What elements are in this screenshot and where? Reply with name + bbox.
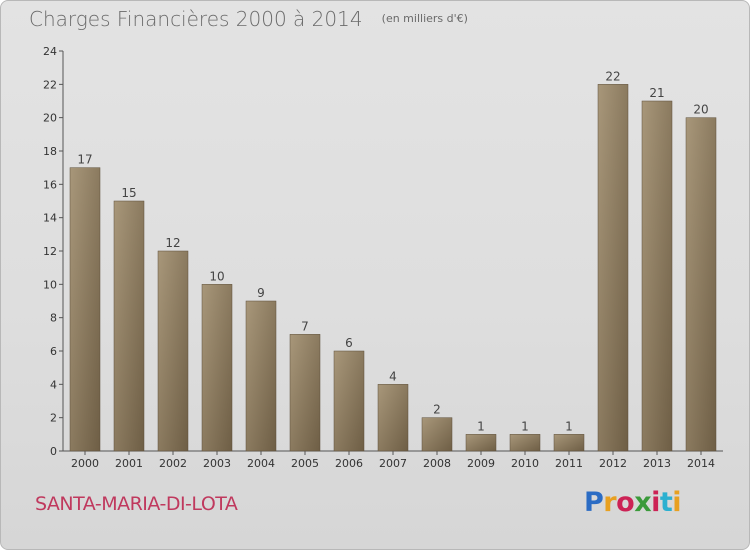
bar	[201, 284, 233, 452]
data-label: 6	[345, 336, 353, 350]
logo-letter: i	[672, 487, 682, 518]
x-tick-label: 2005	[291, 457, 319, 470]
logo-letter: t	[659, 487, 673, 518]
x-tick-label: 2001	[115, 457, 143, 470]
bar	[333, 350, 365, 452]
bar	[465, 434, 497, 452]
logo-letter: o	[616, 487, 635, 518]
chart-subtitle: (en milliers d'€)	[381, 12, 468, 25]
data-label: 1	[565, 419, 573, 433]
chart-title: Charges Financières 2000 à 2014 (en mill…	[29, 7, 468, 31]
bar	[157, 250, 189, 452]
chart-title-main: Charges Financières 2000 à 2014	[29, 7, 363, 31]
bar	[245, 300, 277, 452]
x-tick-label: 2006	[335, 457, 363, 470]
y-tick-label: 14	[43, 212, 57, 225]
y-tick-label: 18	[43, 145, 57, 158]
x-tick-label: 2002	[159, 457, 187, 470]
data-label: 10	[209, 269, 224, 283]
y-tick-label: 4	[50, 378, 57, 391]
x-tick-label: 2004	[247, 457, 275, 470]
bar	[553, 434, 585, 452]
data-label: 1	[521, 419, 529, 433]
bars	[69, 84, 717, 452]
bar	[685, 117, 717, 452]
x-tick-label: 2011	[555, 457, 583, 470]
data-label: 4	[389, 369, 397, 383]
data-label: 9	[257, 286, 265, 300]
bar	[289, 334, 321, 452]
y-tick-label: 6	[50, 345, 57, 358]
x-tick-label: 2000	[71, 457, 99, 470]
y-tick-label: 20	[43, 112, 57, 125]
y-tick-label: 2	[50, 412, 57, 425]
data-label: 12	[165, 236, 180, 250]
y-tick-label: 8	[50, 312, 57, 325]
data-label: 21	[649, 86, 664, 100]
data-label: 15	[121, 186, 136, 200]
proxiti-logo[interactable]: Proxiti	[584, 487, 682, 518]
x-tick-label: 2007	[379, 457, 407, 470]
commune-name: SANTA-MARIA-DI-LOTA	[35, 493, 238, 515]
data-label: 7	[301, 319, 309, 333]
data-label: 17	[77, 153, 92, 167]
logo-letter: r	[603, 487, 617, 518]
bar	[69, 167, 101, 452]
x-tick-label: 2014	[687, 457, 715, 470]
bar	[421, 417, 453, 452]
y-tick-label: 12	[43, 245, 57, 258]
data-label: 1	[477, 419, 485, 433]
logo-letter: P	[584, 487, 604, 518]
y-tick-label: 10	[43, 278, 57, 291]
y-tick-label: 24	[43, 45, 57, 58]
y-tick-label: 16	[43, 178, 57, 191]
y-tick-label: 0	[50, 445, 57, 458]
data-label: 22	[605, 69, 620, 83]
logo-letter: i	[651, 487, 660, 518]
data-label: 2	[433, 403, 441, 417]
bar	[597, 84, 629, 452]
data-label: 20	[693, 103, 708, 117]
x-tick-label: 2003	[203, 457, 231, 470]
x-tick-label: 2009	[467, 457, 495, 470]
x-tick-label: 2010	[511, 457, 539, 470]
x-tick-label: 2008	[423, 457, 451, 470]
x-tick-label: 2012	[599, 457, 627, 470]
bar	[641, 100, 673, 452]
x-tick-label: 2013	[643, 457, 671, 470]
bar	[113, 200, 145, 452]
logo-letter: x	[634, 487, 652, 518]
bar	[509, 434, 541, 452]
bar	[377, 384, 409, 452]
y-tick-label: 22	[43, 78, 57, 91]
